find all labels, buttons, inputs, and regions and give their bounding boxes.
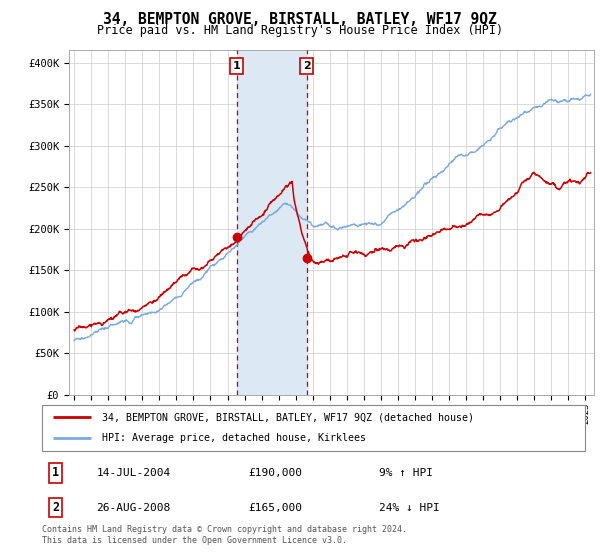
Text: 2: 2 bbox=[303, 61, 311, 71]
Text: 34, BEMPTON GROVE, BIRSTALL, BATLEY, WF17 9QZ: 34, BEMPTON GROVE, BIRSTALL, BATLEY, WF1… bbox=[103, 12, 497, 27]
Text: 26-AUG-2008: 26-AUG-2008 bbox=[97, 502, 170, 512]
Text: 2: 2 bbox=[52, 501, 59, 514]
Text: HPI: Average price, detached house, Kirklees: HPI: Average price, detached house, Kirk… bbox=[102, 433, 366, 444]
Text: 1: 1 bbox=[52, 466, 59, 479]
Text: Price paid vs. HM Land Registry's House Price Index (HPI): Price paid vs. HM Land Registry's House … bbox=[97, 24, 503, 36]
Bar bbox=[237, 50, 307, 395]
Text: 34, BEMPTON GROVE, BIRSTALL, BATLEY, WF17 9QZ (detached house): 34, BEMPTON GROVE, BIRSTALL, BATLEY, WF1… bbox=[102, 412, 474, 422]
Text: 24% ↓ HPI: 24% ↓ HPI bbox=[379, 502, 439, 512]
Text: 1: 1 bbox=[233, 61, 241, 71]
Text: £190,000: £190,000 bbox=[248, 468, 302, 478]
Text: 14-JUL-2004: 14-JUL-2004 bbox=[97, 468, 170, 478]
Text: £165,000: £165,000 bbox=[248, 502, 302, 512]
FancyBboxPatch shape bbox=[42, 405, 585, 451]
Text: Contains HM Land Registry data © Crown copyright and database right 2024.: Contains HM Land Registry data © Crown c… bbox=[42, 525, 407, 534]
Text: 9% ↑ HPI: 9% ↑ HPI bbox=[379, 468, 433, 478]
Text: This data is licensed under the Open Government Licence v3.0.: This data is licensed under the Open Gov… bbox=[42, 536, 347, 545]
